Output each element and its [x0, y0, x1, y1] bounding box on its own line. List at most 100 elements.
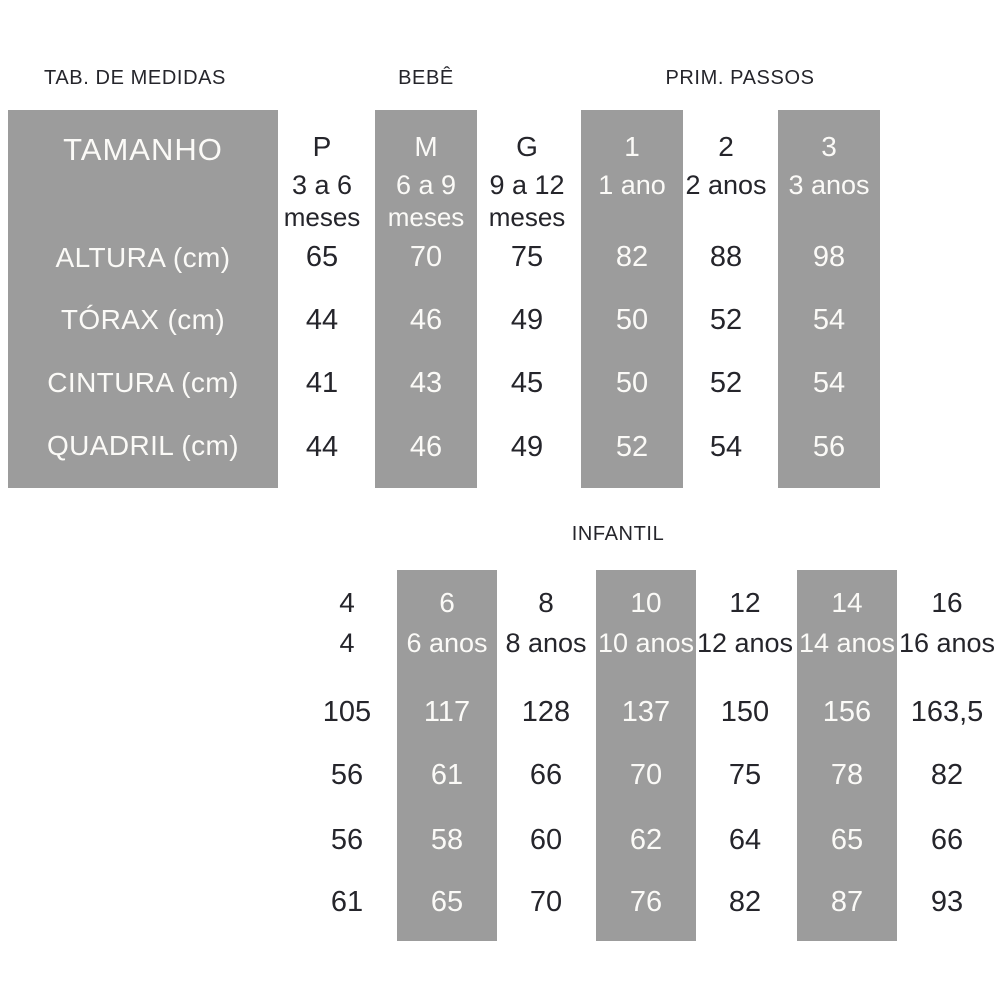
- row-labels-panel: TAMANHO ALTURA (cm) TÓRAX (cm) CINTURA (…: [8, 110, 278, 488]
- size-column-2: 2 2 anos 88 52 52 54: [675, 110, 777, 488]
- cell-cintura: 52: [709, 367, 743, 399]
- cell-cintura: 56: [330, 824, 364, 856]
- cell-altura: 75: [510, 241, 544, 273]
- cell-altura: 82: [615, 241, 649, 273]
- size-column-m: M 6 a 9 meses 70 46 43 46: [375, 110, 477, 488]
- cell-torax: 82: [930, 759, 964, 791]
- row-label-tamanho: TAMANHO: [63, 132, 223, 167]
- column-size-label: 8: [538, 587, 554, 618]
- cell-torax: 50: [615, 304, 649, 336]
- cell-quadril: 44: [305, 431, 339, 463]
- bebe-section-title: BEBÊ: [398, 67, 454, 89]
- cell-altura: 105: [322, 696, 372, 728]
- column-size-label: 3: [821, 131, 837, 162]
- row-label-altura: ALTURA (cm): [55, 242, 231, 273]
- column-age-unit: meses: [387, 202, 465, 232]
- cell-quadril: 82: [728, 886, 762, 918]
- column-size-label: P: [312, 131, 332, 162]
- column-age-label: 10 anos: [597, 628, 695, 658]
- row-label-quadril: QUADRIL (cm): [47, 430, 239, 461]
- prim-passos-section-title: PRIM. PASSOS: [665, 67, 815, 89]
- cell-torax: 78: [830, 759, 864, 791]
- size-column-6: 6 6 anos 117 61 58 65: [397, 570, 497, 941]
- cell-quadril: 54: [709, 431, 743, 463]
- cell-cintura: 43: [409, 367, 443, 399]
- cell-torax: 61: [430, 759, 464, 791]
- cell-torax: 75: [728, 759, 762, 791]
- column-size-label: 1: [624, 131, 640, 162]
- cell-quadril: 93: [930, 886, 964, 918]
- cell-quadril: 87: [830, 886, 864, 918]
- column-size-label: G: [516, 131, 538, 162]
- column-size-label: 12: [729, 587, 761, 618]
- column-size-label: 2: [718, 131, 734, 162]
- row-label-cintura: CINTURA (cm): [47, 367, 239, 398]
- column-age-label: 3 a 6: [291, 170, 353, 200]
- column-age-label: 3 anos: [788, 170, 870, 200]
- cell-cintura: 65: [830, 824, 864, 856]
- column-age-label: 2 anos: [685, 170, 767, 200]
- size-column-10: 10 10 anos 137 70 62 76: [596, 570, 696, 941]
- cell-torax: 56: [330, 759, 364, 791]
- cell-quadril: 65: [430, 886, 464, 918]
- row-label-torax: TÓRAX (cm): [60, 304, 226, 335]
- size-column-16: 16 16 anos 163,5 82 66 93: [897, 570, 997, 941]
- size-column-14: 14 14 anos 156 78 65 87: [797, 570, 897, 941]
- cell-altura: 117: [423, 696, 471, 728]
- cell-cintura: 62: [629, 824, 663, 856]
- cell-quadril: 76: [629, 886, 663, 918]
- cell-cintura: 58: [430, 824, 464, 856]
- cell-cintura: 45: [510, 367, 544, 399]
- cell-torax: 66: [529, 759, 563, 791]
- cell-quadril: 61: [330, 886, 364, 918]
- cell-quadril: 56: [812, 431, 846, 463]
- column-size-label: 10: [630, 587, 662, 618]
- column-size-label: M: [414, 131, 438, 162]
- column-age-label: 6 anos: [406, 628, 488, 658]
- column-age-label: 16 anos: [898, 628, 996, 658]
- cell-altura: 65: [305, 241, 339, 273]
- cell-cintura: 54: [812, 367, 846, 399]
- size-column-1: 1 1 ano 82 50 50 52: [581, 110, 683, 488]
- cell-cintura: 50: [615, 367, 649, 399]
- table-title: TAB. DE MEDIDAS: [44, 67, 226, 89]
- column-age-label: 1 ano: [598, 170, 666, 200]
- column-age-unit: meses: [488, 202, 566, 232]
- size-column-8: 8 8 anos 128 66 60 70: [496, 570, 596, 941]
- cell-altura: 88: [709, 241, 743, 273]
- cell-altura: 163,5: [910, 696, 984, 728]
- size-column-g: G 9 a 12 meses 75 49 45 49: [476, 110, 578, 488]
- column-size-label: 4: [339, 587, 355, 618]
- size-column-12: 12 12 anos 150 75 64 82: [695, 570, 795, 941]
- column-age-label: 12 anos: [696, 628, 794, 658]
- cell-altura: 156: [822, 696, 872, 728]
- cell-torax: 70: [629, 759, 663, 791]
- cell-cintura: 60: [529, 824, 563, 856]
- cell-altura: 128: [521, 696, 571, 728]
- cell-quadril: 70: [529, 886, 563, 918]
- column-age-label: 9 a 12: [489, 170, 565, 200]
- column-size-label: 16: [931, 587, 963, 618]
- cell-quadril: 46: [409, 431, 443, 463]
- cell-torax: 44: [305, 304, 339, 336]
- cell-torax: 46: [409, 304, 443, 336]
- size-column-3: 3 3 anos 98 54 54 56: [778, 110, 880, 488]
- column-size-label: 14: [831, 587, 863, 618]
- column-size-label: 6: [439, 587, 455, 618]
- column-age-label: 6 a 9: [395, 170, 457, 200]
- cell-altura: 70: [409, 241, 443, 273]
- size-column-p: P 3 a 6 meses 65 44 41 44: [271, 110, 373, 488]
- cell-cintura: 41: [305, 367, 339, 399]
- column-age-unit: meses: [283, 202, 361, 232]
- cell-altura: 137: [621, 696, 671, 728]
- cell-torax: 49: [510, 304, 544, 336]
- column-age-label: 4: [339, 628, 355, 658]
- cell-altura: 150: [720, 696, 770, 728]
- infantil-section-title: INFANTIL: [571, 523, 665, 545]
- cell-altura: 98: [812, 241, 846, 273]
- cell-torax: 52: [709, 304, 743, 336]
- column-age-label: 14 anos: [798, 628, 896, 658]
- cell-cintura: 64: [728, 824, 762, 856]
- size-column-4: 4 4 105 56 56 61: [297, 570, 397, 941]
